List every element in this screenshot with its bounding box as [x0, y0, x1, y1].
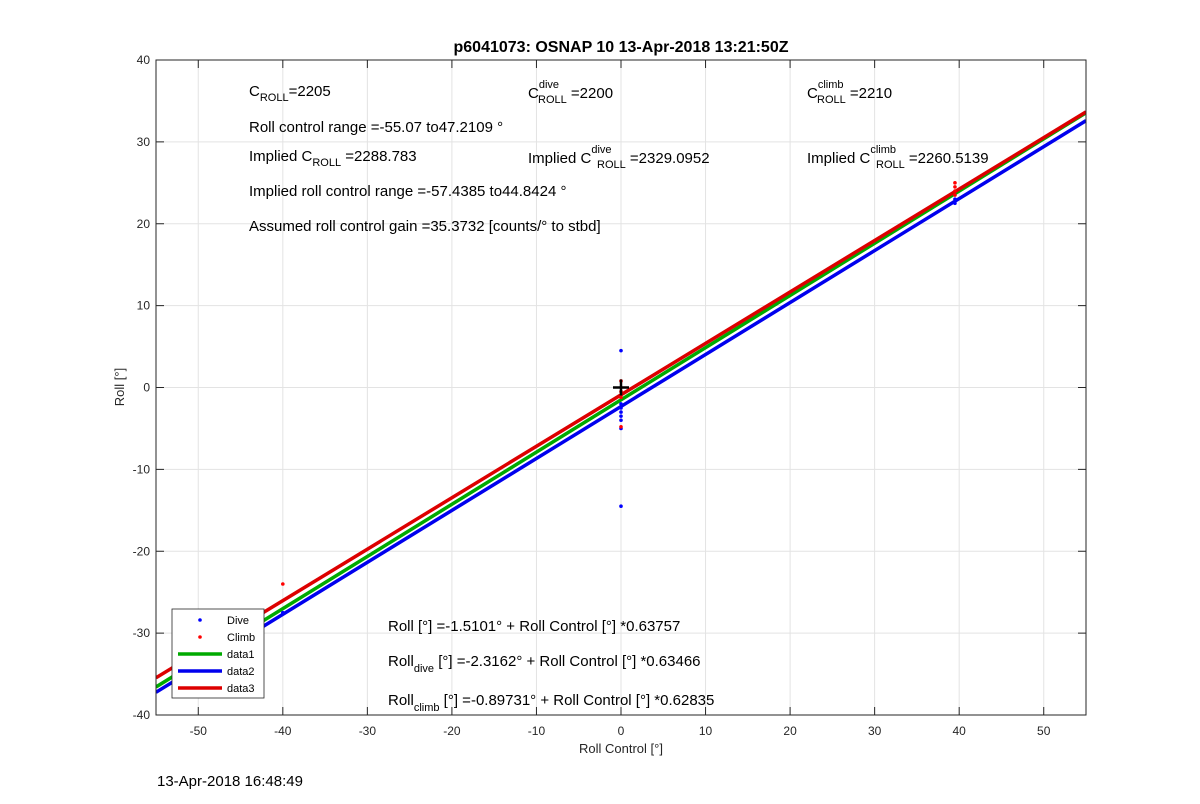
- x-axis-label: Roll Control [°]: [579, 741, 663, 756]
- data-point-dive: [619, 504, 623, 509]
- annotation-implied-c-roll: Implied CROLL =2288.783: [249, 148, 417, 169]
- annotation-c-roll: CROLL=2205: [249, 83, 331, 104]
- x-ticks: -50 -40 -30 -20 -10 0 10 20 30 40 50: [190, 60, 1051, 738]
- y-tick-label: -10: [133, 462, 151, 476]
- annotation-implied-c-roll-dive: Implied Cdive ROLL =2329.0952: [528, 144, 710, 171]
- annotations-fits: Roll [°] =-1.5101° + Roll Control [°] *0…: [388, 618, 714, 714]
- legend-label-climb: Climb: [227, 632, 255, 644]
- y-tick-label: 0: [143, 381, 150, 395]
- data-point-dive: [619, 406, 623, 410]
- data-point-dive: [953, 197, 957, 201]
- annotation-gain: Assumed roll control gain =35.3732 [coun…: [249, 218, 601, 235]
- data-point-climb: [953, 193, 957, 197]
- y-tick-label: 40: [137, 53, 151, 67]
- data-point-dive: [953, 201, 957, 206]
- annotation-c-roll-dive: Cdive ROLL =2200: [528, 79, 613, 106]
- annotation-c-roll-climb: Cclimb ROLL =2210: [807, 79, 892, 106]
- chart-title: p6041073: OSNAP 10 13-Apr-2018 13:21:50Z: [454, 39, 789, 56]
- x-tick-label: 20: [783, 724, 797, 738]
- annotation-roll-range: Roll control range =-55.07 to47.2109 °: [249, 119, 503, 136]
- x-tick-label: 0: [618, 724, 625, 738]
- annotation-fit-climb: Rollclimb [°] =-0.89731° + Roll Control …: [388, 692, 714, 714]
- y-tick-label: 10: [137, 299, 151, 313]
- x-tick-label: 40: [953, 724, 967, 738]
- x-tick-label: 10: [699, 724, 713, 738]
- legend: Dive Climb data1 data2 data3: [171, 608, 265, 699]
- y-tick-label: -40: [133, 708, 151, 722]
- x-tick-label: -10: [528, 724, 546, 738]
- y-tick-label: -30: [133, 626, 151, 640]
- legend-marker-climb: [198, 635, 202, 639]
- data-point-dive: [619, 348, 623, 353]
- data-point-climb: [619, 425, 623, 429]
- data-point-climb: [281, 582, 285, 586]
- data-point-dive: [619, 414, 623, 418]
- y-tick-label: -20: [133, 544, 151, 558]
- x-tick-label: -40: [274, 724, 292, 738]
- data-point-dive: [619, 402, 623, 406]
- fit-line-data1: [156, 111, 1086, 689]
- annotation-implied-range: Implied roll control range =-57.4385 to4…: [249, 183, 566, 200]
- data-point-climb: [953, 185, 957, 189]
- legend-marker-dive: [198, 618, 202, 622]
- annotation-fit-all: Roll [°] =-1.5101° + Roll Control [°] *0…: [388, 618, 680, 635]
- data-point-dive: [281, 610, 285, 615]
- y-axis-label: Roll [°]: [112, 368, 127, 406]
- legend-label-dive: Dive: [227, 615, 249, 627]
- data-point-climb: [619, 395, 623, 400]
- y-tick-label: 20: [137, 217, 151, 231]
- annotations-top: CROLL=2205 Cdive ROLL =2200 Cclimb ROLL =2…: [249, 79, 989, 235]
- plot-frame: [155, 59, 1087, 716]
- annotation-fit-dive: Rolldive [°] =-2.3162° + Roll Control [°…: [388, 653, 701, 675]
- x-tick-label: 30: [868, 724, 882, 738]
- data-point-climb: [953, 189, 957, 193]
- annotation-implied-c-roll-climb: Implied Cclimb ROLL =2260.5139: [807, 144, 989, 171]
- legend-label-data1: data1: [227, 649, 255, 661]
- x-tick-label: -50: [190, 724, 208, 738]
- y-tick-label: 30: [137, 135, 151, 149]
- print-timestamp: 13-Apr-2018 16:48:49: [157, 773, 303, 790]
- y-ticks: -40 -30 -20 -10 0 10 20 30 40: [133, 53, 1086, 722]
- x-tick-label: 50: [1037, 724, 1051, 738]
- data-point-dive: [619, 418, 623, 423]
- legend-label-data3: data3: [227, 683, 255, 695]
- origin-marker: [613, 379, 629, 396]
- data-point-climb: [953, 181, 957, 185]
- x-tick-label: -30: [359, 724, 377, 738]
- x-tick-label: -20: [443, 724, 461, 738]
- data-point-dive: [619, 410, 623, 414]
- legend-label-data2: data2: [227, 666, 255, 678]
